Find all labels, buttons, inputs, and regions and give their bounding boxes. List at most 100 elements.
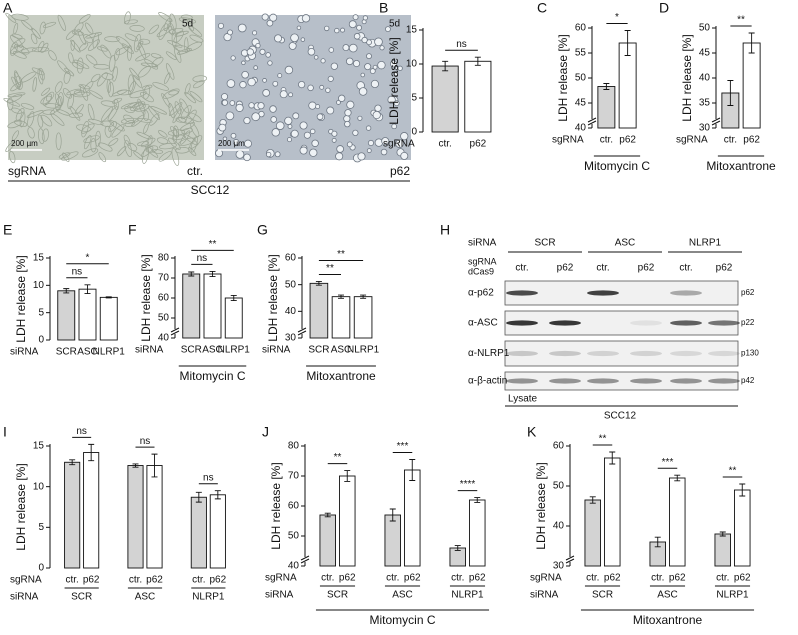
caption: Mitomycin C: [584, 159, 650, 173]
cell: [290, 33, 299, 43]
cell: [134, 103, 150, 112]
cell: [145, 145, 159, 158]
cell: [365, 125, 372, 131]
bar: [224, 297, 243, 339]
significance-label: ns: [72, 266, 83, 277]
x-tick-label: ctr.: [716, 573, 729, 584]
cell: [335, 152, 344, 161]
cell: [62, 88, 72, 99]
row-label: sgRNA: [676, 135, 708, 146]
cell: [271, 128, 280, 137]
cell: [342, 44, 350, 52]
cell: [138, 38, 151, 45]
significance-label: **: [209, 239, 217, 250]
y-tick-label: 60: [288, 501, 300, 512]
cell: [168, 103, 175, 119]
cell: [75, 124, 91, 132]
cell: [129, 25, 145, 32]
group-label: SCR: [327, 590, 348, 601]
cell: [148, 106, 161, 120]
cell: [96, 72, 108, 87]
antibody-label: α-β-actin: [468, 376, 507, 387]
cell: [152, 82, 169, 91]
cell: [266, 19, 274, 27]
cell: [158, 12, 173, 23]
cell: [10, 82, 22, 92]
cell: [259, 48, 266, 55]
axis-break-gap: [589, 119, 595, 124]
cell: [140, 91, 154, 103]
cell: [114, 48, 120, 62]
cell: [3, 97, 21, 107]
cell: [229, 100, 236, 106]
cell: [303, 131, 311, 139]
cell: [136, 40, 144, 50]
cell: [89, 90, 103, 100]
cell: [94, 130, 101, 147]
x-tick-label: ctr.: [651, 573, 664, 584]
cell: [309, 148, 318, 157]
axis-break-gap: [713, 119, 719, 124]
cell: [366, 53, 372, 60]
panel-letter: I: [3, 424, 7, 440]
y-axis-label: LDH release [%]: [387, 37, 401, 124]
cell: [192, 80, 205, 89]
cell: [73, 59, 90, 69]
axis-break: [297, 327, 307, 333]
cell: [326, 106, 335, 115]
y-axis-label: LDH release [%]: [14, 463, 28, 550]
cell-line: SCC12: [191, 183, 230, 197]
cell: [179, 98, 189, 114]
cell: [156, 26, 173, 38]
significance-label: **: [599, 434, 607, 445]
cell: [81, 120, 89, 138]
significance-label: **: [334, 452, 342, 463]
cell: [116, 146, 127, 157]
cell: [352, 129, 359, 136]
scale-label: 200 µm: [218, 139, 245, 148]
group-label: SCR: [71, 592, 92, 603]
cell: [12, 50, 27, 59]
cell: [70, 39, 81, 53]
cell: [168, 102, 183, 116]
x-tick-label: ctr.: [600, 135, 613, 146]
error-bar: [360, 294, 367, 299]
cell: [362, 15, 368, 21]
y-tick-label: 80: [158, 253, 170, 264]
cell: [41, 87, 51, 96]
scale-label: 200 µm: [11, 139, 38, 148]
cell: [68, 52, 74, 64]
significance-label: **: [729, 466, 737, 477]
cell: [380, 148, 388, 156]
cell: [340, 27, 346, 33]
cell: [246, 48, 255, 56]
error-bar: [609, 451, 616, 465]
x-tick-label: ctr.: [321, 573, 334, 584]
sgrna-label: ctr.: [596, 263, 609, 274]
error-bar: [105, 296, 112, 299]
cell: [296, 25, 302, 31]
error-bar: [315, 281, 322, 286]
bar: [584, 499, 602, 567]
cell: [131, 114, 145, 128]
size-label: p42: [741, 376, 755, 385]
cell: [83, 34, 93, 44]
cell: [65, 29, 77, 40]
y-tick-label: 10: [406, 59, 418, 70]
error-bar: [344, 470, 351, 482]
y-tick-label: 30: [553, 561, 565, 572]
cell: [5, 141, 15, 152]
bar: [404, 469, 421, 567]
y-tick-label: 50: [158, 313, 170, 324]
error-bar: [719, 531, 726, 537]
error-bar: [674, 474, 681, 482]
row-label: siRNA: [135, 345, 164, 356]
y-tick-label: 40: [699, 73, 711, 84]
cell: [104, 125, 112, 138]
cell: [226, 79, 236, 88]
band: [549, 320, 581, 326]
cell: [100, 106, 113, 122]
cell: [27, 126, 35, 139]
bar: [742, 42, 761, 129]
cell: [123, 19, 138, 25]
